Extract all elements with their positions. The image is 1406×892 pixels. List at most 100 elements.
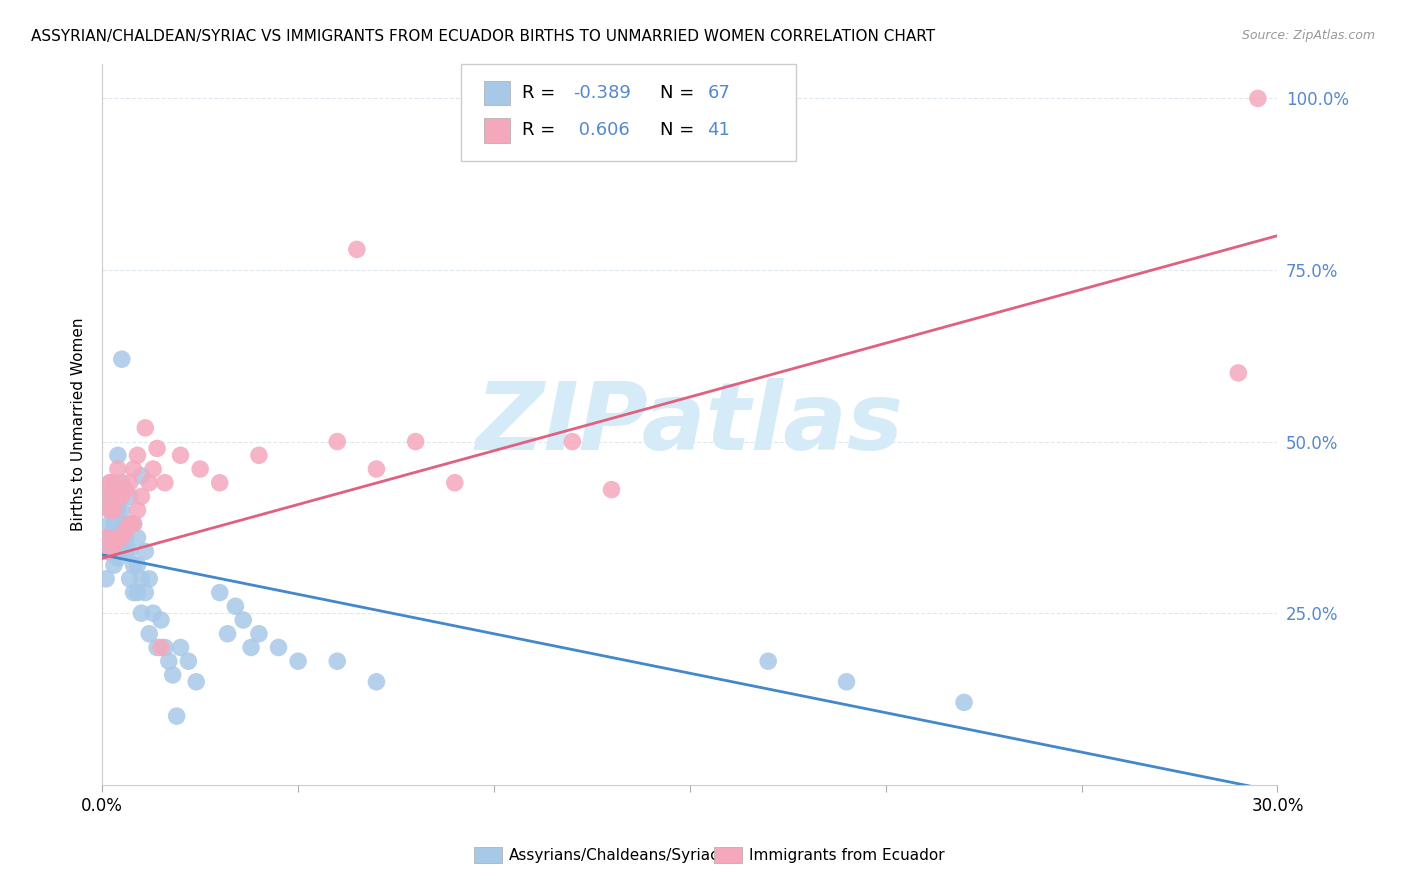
Point	[217, 626, 239, 640]
Point	[149, 640, 172, 655]
Point	[111, 352, 134, 367]
Point	[107, 448, 129, 462]
Point	[122, 585, 145, 599]
Point	[208, 585, 231, 599]
Point	[247, 626, 270, 640]
Point	[118, 572, 141, 586]
Point	[98, 503, 121, 517]
Point	[118, 490, 141, 504]
Point	[186, 674, 208, 689]
Point	[114, 531, 136, 545]
Text: Assyrians/Chaldeans/Syriacs: Assyrians/Chaldeans/Syriacs	[509, 848, 727, 863]
Point	[366, 462, 388, 476]
Point	[103, 516, 125, 531]
Point	[131, 490, 153, 504]
Text: -0.389: -0.389	[574, 84, 631, 102]
Point	[153, 475, 176, 490]
Point	[131, 572, 153, 586]
Point	[103, 537, 125, 551]
Point	[443, 475, 465, 490]
FancyBboxPatch shape	[461, 64, 796, 161]
Text: N =: N =	[661, 84, 700, 102]
Point	[138, 626, 160, 640]
Text: Immigrants from Ecuador: Immigrants from Ecuador	[749, 848, 945, 863]
Point	[267, 640, 290, 655]
Point	[287, 654, 309, 668]
Point	[107, 462, 129, 476]
FancyBboxPatch shape	[484, 80, 510, 105]
Point	[1247, 91, 1270, 105]
Point	[134, 421, 156, 435]
Point	[127, 448, 149, 462]
Point	[240, 640, 263, 655]
Point	[153, 640, 176, 655]
Point	[224, 599, 246, 614]
Point	[162, 668, 184, 682]
Point	[107, 551, 129, 566]
Text: N =: N =	[661, 121, 700, 139]
Text: R =: R =	[522, 121, 561, 139]
Point	[98, 490, 121, 504]
Point	[146, 442, 169, 456]
Point	[98, 531, 121, 545]
Point	[111, 490, 134, 504]
Point	[103, 503, 125, 517]
Point	[127, 531, 149, 545]
Point	[208, 475, 231, 490]
Point	[127, 558, 149, 573]
Point	[98, 544, 121, 558]
Point	[953, 695, 976, 709]
Point	[142, 606, 165, 620]
Point	[366, 674, 388, 689]
Point	[98, 475, 121, 490]
Point	[127, 585, 149, 599]
Point	[111, 544, 134, 558]
Point	[103, 537, 125, 551]
Point	[118, 516, 141, 531]
Point	[169, 640, 191, 655]
Point	[232, 613, 254, 627]
Point	[118, 516, 141, 531]
Point	[122, 462, 145, 476]
Point	[94, 572, 117, 586]
Point	[98, 544, 121, 558]
Point	[107, 490, 129, 504]
Text: 0.606: 0.606	[574, 121, 630, 139]
Point	[98, 516, 121, 531]
Point	[114, 483, 136, 497]
Y-axis label: Births to Unmarried Women: Births to Unmarried Women	[72, 318, 86, 531]
Point	[177, 654, 200, 668]
Point	[756, 654, 779, 668]
Point	[103, 503, 125, 517]
Point	[835, 674, 858, 689]
Point	[118, 544, 141, 558]
Point	[346, 243, 368, 257]
Point	[114, 516, 136, 531]
Point	[94, 490, 117, 504]
Point	[1227, 366, 1250, 380]
FancyBboxPatch shape	[484, 118, 510, 143]
Point	[405, 434, 427, 449]
Text: 41: 41	[707, 121, 730, 139]
Point	[122, 558, 145, 573]
Point	[138, 572, 160, 586]
Point	[142, 462, 165, 476]
Point	[111, 503, 134, 517]
Point	[122, 516, 145, 531]
Point	[111, 524, 134, 538]
Point	[94, 544, 117, 558]
Point	[118, 475, 141, 490]
Point	[122, 516, 145, 531]
Point	[103, 558, 125, 573]
Point	[98, 475, 121, 490]
Text: 67: 67	[707, 84, 730, 102]
Point	[326, 434, 349, 449]
Point	[138, 475, 160, 490]
Point	[247, 448, 270, 462]
Point	[188, 462, 211, 476]
Text: R =: R =	[522, 84, 561, 102]
Point	[107, 503, 129, 517]
Point	[169, 448, 191, 462]
Point	[98, 503, 121, 517]
Point	[94, 531, 117, 545]
